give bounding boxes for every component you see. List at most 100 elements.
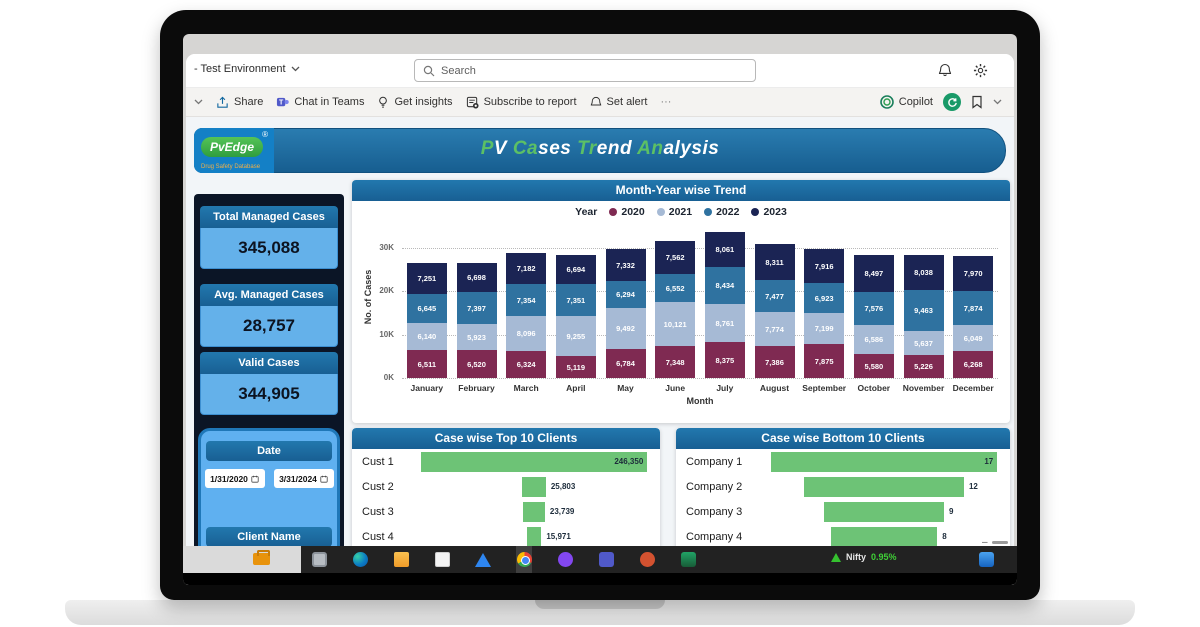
bar-segment-2022[interactable]: 7,354 (506, 284, 547, 316)
taskbar-slot[interactable] (475, 546, 491, 573)
chat-in-teams-button[interactable]: T Chat in Teams (276, 96, 364, 109)
taskbar-slot[interactable] (598, 546, 614, 573)
bar-segment-2023[interactable]: 7,251 (406, 263, 447, 294)
funnel-bar[interactable] (804, 477, 964, 497)
funnel-bar[interactable] (420, 452, 648, 472)
funnel-bar[interactable] (830, 527, 938, 547)
bar-segment-2023[interactable]: 7,182 (506, 253, 547, 284)
stacked-bar[interactable]: 5,226 5,637 9,463 8,038 (903, 255, 944, 378)
stacked-bar[interactable]: 6,784 9,492 6,294 7,332 (605, 249, 646, 378)
bar-segment-2021[interactable]: 6,140 (406, 323, 447, 350)
bar-segment-2020[interactable]: 6,784 (605, 349, 646, 378)
stock-ticker-widget[interactable]: Nifty 0.95% (831, 552, 897, 562)
stacked-bar[interactable]: 7,875 7,199 6,923 7,916 (804, 249, 845, 378)
bar-segment-2021[interactable]: 8,761 (704, 304, 745, 342)
bar-segment-2020[interactable]: 7,386 (754, 346, 795, 378)
funnel-bar[interactable] (824, 502, 944, 522)
copilot-button[interactable]: Copilot (879, 95, 933, 109)
collapse-chevron-icon[interactable] (194, 99, 203, 105)
stacked-bar[interactable]: 6,511 6,140 6,645 7,251 (406, 263, 447, 378)
stacked-bar[interactable]: 5,119 9,255 7,351 6,694 (555, 255, 596, 378)
app-icon[interactable] (979, 552, 994, 567)
bar-segment-2021[interactable]: 9,492 (605, 308, 646, 349)
bar-segment-2020[interactable]: 6,268 (953, 351, 994, 378)
bar-segment-2023[interactable]: 7,332 (605, 249, 646, 281)
stacked-bar[interactable]: 8,375 8,761 8,434 8,061 (704, 232, 745, 378)
funnel-bar[interactable] (526, 527, 542, 547)
bar-segment-2022[interactable]: 6,294 (605, 281, 646, 308)
bookmark-chevron-icon[interactable] (993, 99, 1002, 105)
taskbar-slot[interactable] (680, 546, 696, 573)
bar-segment-2022[interactable]: 7,477 (754, 280, 795, 312)
bar-segment-2023[interactable]: 6,698 (456, 263, 497, 292)
taskbar-slot[interactable] (311, 546, 327, 573)
bar-segment-2023[interactable]: 8,497 (853, 255, 894, 292)
date-from-input[interactable]: 1/31/2020 (204, 469, 265, 488)
drive-icon[interactable] (475, 552, 491, 567)
settings-button[interactable] (973, 63, 988, 78)
store-icon[interactable] (434, 552, 450, 567)
bookmark-icon[interactable] (971, 95, 983, 109)
bar-segment-2023[interactable]: 7,562 (655, 241, 696, 274)
horizontal-scrollbar[interactable]: – (982, 537, 1008, 548)
bar-segment-2020[interactable]: 6,511 (406, 350, 447, 378)
taskbar-slot[interactable] (434, 546, 450, 573)
bar-segment-2021[interactable]: 7,774 (754, 312, 795, 346)
search-input[interactable]: Search (414, 59, 756, 82)
bar-segment-2023[interactable]: 8,038 (903, 255, 944, 290)
chrome-icon[interactable] (516, 552, 532, 567)
bar-segment-2022[interactable]: 7,351 (555, 284, 596, 316)
bar-segment-2021[interactable]: 5,637 (903, 331, 944, 355)
legend-item[interactable]: 2023 (751, 206, 787, 218)
bar-segment-2022[interactable]: 8,434 (704, 267, 745, 304)
bar-segment-2023[interactable]: 8,311 (754, 244, 795, 280)
scrollbar-thumb[interactable] (991, 541, 1008, 544)
bar-segment-2021[interactable]: 8,096 (506, 316, 547, 351)
more-options-button[interactable]: ··· (660, 96, 672, 108)
legend-item[interactable]: 2021 (656, 206, 692, 218)
funnel-bar[interactable] (770, 452, 998, 472)
bar-segment-2022[interactable]: 7,576 (853, 292, 894, 325)
stacked-bar[interactable]: 6,324 8,096 7,354 7,182 (506, 253, 547, 378)
bar-segment-2021[interactable]: 6,049 (953, 325, 994, 351)
bar-segment-2023[interactable]: 7,970 (953, 256, 994, 291)
bar-segment-2020[interactable]: 5,580 (853, 354, 894, 378)
bar-segment-2021[interactable]: 6,586 (853, 325, 894, 354)
bar-segment-2020[interactable]: 7,348 (655, 346, 696, 378)
stacked-bar[interactable]: 5,580 6,586 7,576 8,497 (853, 255, 894, 378)
bar-segment-2023[interactable]: 6,694 (555, 255, 596, 284)
folder-icon[interactable] (393, 552, 409, 567)
bar-segment-2020[interactable]: 5,119 (555, 356, 596, 378)
legend-item[interactable]: 2022 (704, 206, 739, 218)
get-insights-button[interactable]: Get insights (377, 96, 453, 109)
bar-segment-2022[interactable]: 7,874 (953, 291, 994, 325)
excel-icon[interactable] (680, 552, 696, 567)
share-button[interactable]: Share (216, 96, 263, 109)
bar-segment-2020[interactable]: 5,226 (903, 355, 944, 378)
taskbar-slot[interactable] (557, 546, 573, 573)
edge-icon[interactable] (352, 552, 368, 567)
powerpoint-icon[interactable] (639, 552, 655, 567)
bar-segment-2022[interactable]: 6,923 (804, 283, 845, 313)
stacked-bar[interactable]: 7,386 7,774 7,477 8,311 (754, 244, 795, 378)
stacked-bar[interactable]: 7,348 10,121 6,552 7,562 (655, 241, 696, 378)
funnel-bar[interactable] (522, 477, 546, 497)
bar-segment-2021[interactable]: 7,199 (804, 313, 845, 344)
taskbar-slot[interactable] (639, 546, 655, 573)
subscribe-button[interactable]: Subscribe to report (466, 96, 577, 109)
bar-segment-2022[interactable]: 6,552 (655, 274, 696, 302)
bar-segment-2020[interactable]: 7,875 (804, 344, 845, 378)
stacked-bar[interactable]: 6,268 6,049 7,874 7,970 (953, 256, 994, 378)
clipchamp-icon[interactable] (557, 552, 573, 567)
bar-segment-2023[interactable]: 8,061 (704, 232, 745, 267)
taskbar-slot[interactable] (393, 546, 409, 573)
bar-segment-2022[interactable]: 6,645 (406, 294, 447, 323)
stacked-bar[interactable]: 6,520 5,923 7,397 6,698 (456, 263, 497, 378)
taskbar-slot[interactable] (516, 546, 532, 573)
bar-segment-2020[interactable]: 6,520 (456, 350, 497, 378)
bar-segment-2022[interactable]: 7,397 (456, 292, 497, 324)
funnel-bar[interactable] (523, 502, 545, 522)
teams-icon[interactable] (598, 552, 614, 567)
account-avatar[interactable] (943, 93, 961, 111)
legend-item[interactable]: 2020 (609, 206, 645, 218)
